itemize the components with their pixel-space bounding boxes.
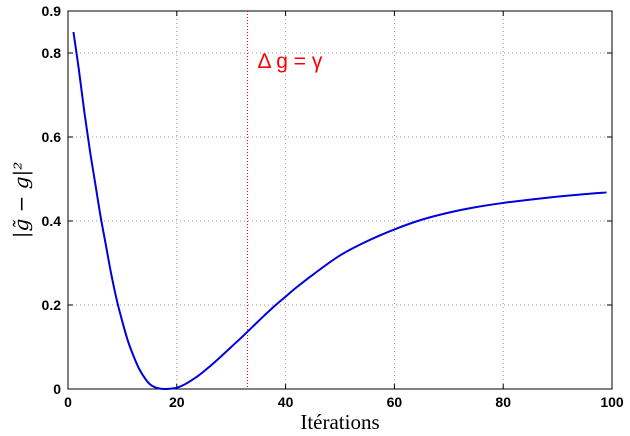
y-tick-label: 0.4 [42,213,62,229]
annotations: Δ g = γ [247,11,323,389]
x-tick-label: 20 [169,394,185,410]
x-tick-label: 60 [387,394,403,410]
y-tick-label: 0.9 [42,3,62,19]
plot-frame [67,10,613,390]
x-axis-title: Itérations [300,410,379,434]
y-tick-label: 0.6 [42,129,62,145]
annotation-label: Δ g = γ [258,50,323,73]
y-tick-label: 0.2 [42,297,62,313]
x-tick-label: 0 [64,394,72,410]
grid-lines [68,11,612,389]
y-tick-label: 0.8 [42,45,62,61]
y-axis-title: |g̃ − g|² [9,162,34,239]
x-tick-label: 80 [495,394,511,410]
axis-ticks: 0 20 40 60 80 100 0 0.2 0.4 0.6 0.8 0.9 [42,3,624,410]
series-line [72,31,607,391]
x-tick-label: 40 [278,394,294,410]
data-series [72,31,607,391]
y-tick-label: 0 [53,381,61,397]
x-tick-label: 100 [600,394,624,410]
